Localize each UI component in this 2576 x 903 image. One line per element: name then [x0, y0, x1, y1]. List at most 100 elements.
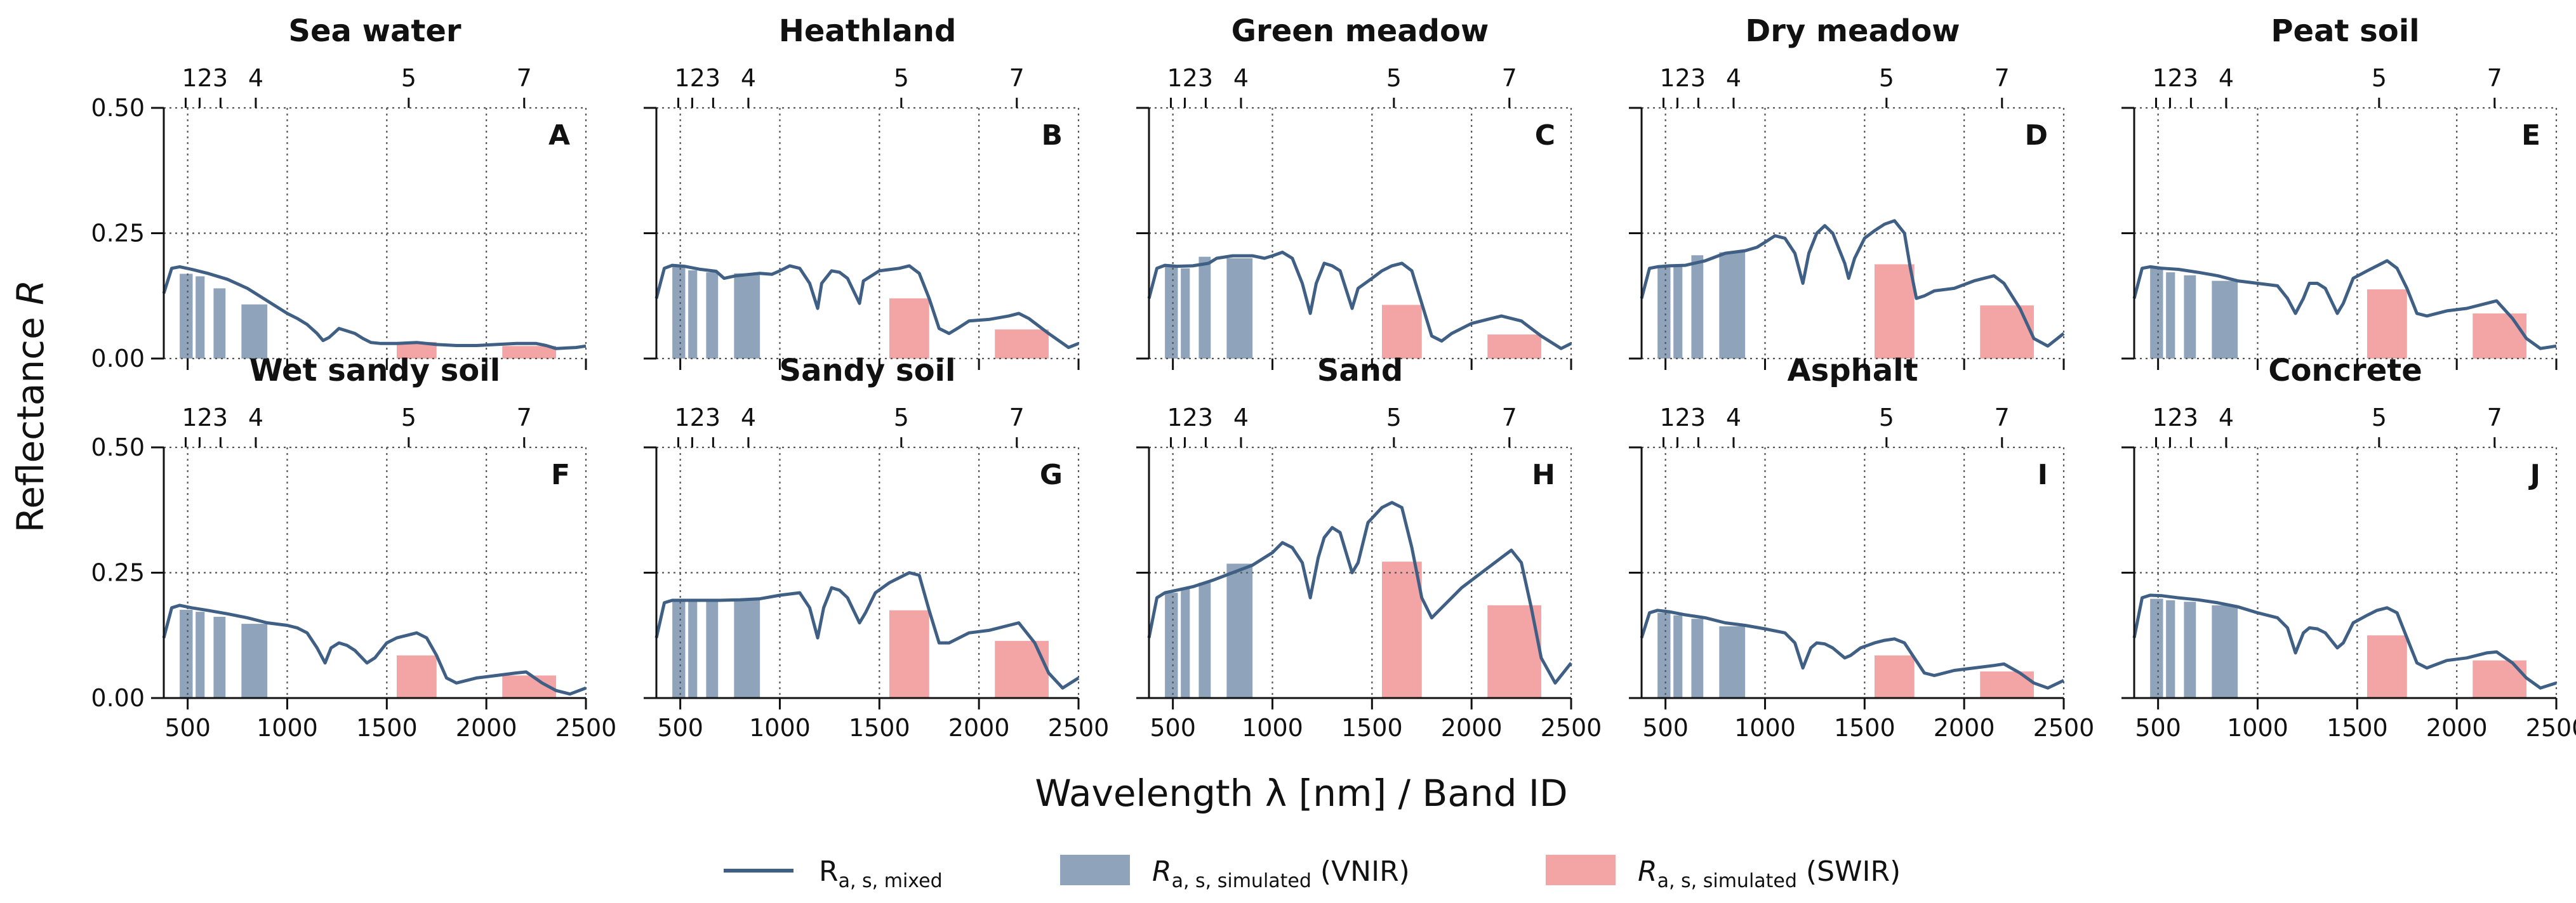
panel-title: Asphalt: [1787, 353, 1918, 388]
band-id-label: 7: [1995, 64, 2010, 92]
panel-title: Sand: [1317, 353, 1404, 388]
band-id-label: 123: [2153, 64, 2199, 92]
y-tick-label: 0.00: [91, 684, 145, 712]
swir-bar-band-5: [889, 298, 929, 359]
x-tick-label: 2500: [555, 714, 617, 742]
x-tick-label: 500: [1150, 714, 1196, 742]
legend: Ra, s, mixed Ra, s, simulated (VNIR) Ra,…: [724, 855, 1901, 892]
vnir-bar-band-1: [1165, 265, 1178, 359]
swir-bar-band-7: [1487, 334, 1541, 359]
y-tick-label: 0.25: [91, 220, 145, 247]
panel-title: Dry meadow: [1745, 13, 1960, 49]
y-axis-label: Reflectance R: [9, 280, 52, 533]
vnir-bar-band-3: [1691, 619, 1704, 698]
swir-bar-band-5: [2367, 289, 2407, 359]
band-id-label: 5: [1879, 404, 1894, 432]
panel-g: Sandy soil 500 1000 1500 2000 2500 123 4 5 7G: [644, 353, 1109, 742]
band-id-label: 5: [401, 404, 416, 432]
vnir-bar-band-2: [688, 270, 698, 359]
x-tick-label: 2000: [1934, 714, 1995, 742]
swir-bar-band-5: [889, 610, 929, 698]
x-axis-label: Wavelength λ [nm] / Band ID: [1035, 772, 1567, 815]
spectrum-line: [654, 263, 1079, 350]
band-id-label: 5: [2372, 404, 2387, 432]
x-tick-label: 1500: [849, 714, 910, 742]
band-id-label: 7: [2487, 64, 2502, 92]
band-id-label: 123: [1167, 404, 1214, 432]
vnir-bar-band-2: [2166, 600, 2175, 698]
band-id-label: 123: [182, 404, 229, 432]
vnir-bar-band-3: [706, 272, 719, 359]
x-tick-label: 500: [164, 714, 211, 742]
vnir-bar-band-3: [213, 288, 226, 359]
panel-letter: I: [2038, 459, 2048, 491]
panel-title: Heathland: [779, 13, 957, 49]
swir-bar-band-7: [995, 640, 1049, 698]
spectrum-line: [2132, 593, 2557, 690]
band-id-label: 123: [1167, 64, 1214, 92]
band-id-label: 5: [2372, 64, 2387, 92]
swir-bar-band-5: [2367, 635, 2407, 698]
panel-letter: B: [1041, 119, 1063, 152]
swir-bar-band-5: [397, 655, 437, 698]
panel-title: Green meadow: [1232, 13, 1489, 49]
panel-title: Sea water: [288, 13, 461, 49]
band-id-label: 7: [1502, 404, 1517, 432]
vnir-bar-band-2: [196, 612, 205, 698]
band-id-label: 7: [1009, 404, 1025, 432]
vnir-bar-band-3: [1198, 256, 1211, 359]
band-id-label: 5: [401, 64, 416, 92]
swir-bar-band-7: [1980, 305, 2034, 359]
band-id-label: 4: [741, 404, 756, 432]
panel-title: Sandy soil: [780, 353, 956, 388]
x-tick-label: 2500: [1048, 714, 1110, 742]
spectrum-line: [162, 603, 587, 696]
vnir-bar-band-2: [196, 276, 205, 359]
x-tick-label: 2500: [2526, 714, 2576, 742]
band-id-label: 4: [248, 404, 263, 432]
y-tick-label: 0.00: [91, 345, 145, 372]
band-id-label: 4: [741, 64, 756, 92]
vnir-bar-band-1: [1165, 593, 1178, 698]
swir-bar-band-5: [1875, 264, 1915, 359]
vnir-bar-band-4: [1719, 626, 1746, 698]
panel-letter: F: [551, 459, 570, 491]
band-id-label: 4: [2219, 404, 2234, 432]
x-tick-label: 500: [657, 714, 703, 742]
y-tick-label: 0.25: [91, 559, 145, 587]
panel-i: Asphalt 500 1000 1500 2000 2500 123 4 5 7I: [1629, 353, 2094, 742]
x-tick-label: 1000: [256, 714, 318, 742]
vnir-bar-band-1: [1657, 612, 1671, 698]
panel-title: Wet sandy soil: [249, 353, 500, 388]
band-id-label: 5: [894, 64, 909, 92]
vnir-bar-band-2: [2166, 272, 2175, 359]
x-tick-label: 1500: [2327, 714, 2388, 742]
band-id-label: 4: [1233, 64, 1249, 92]
vnir-bar-band-2: [1673, 615, 1683, 698]
spectrum-line: [1147, 251, 1572, 350]
x-tick-label: 2500: [1541, 714, 1602, 742]
band-id-label: 4: [248, 64, 263, 92]
x-tick-label: 1000: [749, 714, 811, 742]
x-tick-label: 2000: [948, 714, 1010, 742]
panel-letter: C: [1535, 119, 1555, 152]
band-id-label: 5: [1879, 64, 1894, 92]
vnir-bar-band-4: [1719, 252, 1746, 359]
y-tick-label: 0.50: [91, 433, 145, 461]
y-tick-label: 0.50: [91, 94, 145, 122]
vnir-bar-band-2: [1181, 588, 1190, 698]
vnir-bar-band-4: [2212, 605, 2238, 698]
x-tick-label: 500: [2135, 714, 2181, 742]
spectrum-line: [2132, 259, 2557, 350]
legend-swir-swatch: [1546, 855, 1616, 885]
spectrum-line: [1640, 219, 2065, 348]
spectrum-line: [1640, 609, 2065, 690]
swir-bar-band-5: [1382, 562, 1422, 698]
x-tick-label: 2500: [2033, 714, 2095, 742]
band-id-label: 5: [894, 404, 909, 432]
swir-bar-band-5: [1875, 655, 1915, 698]
band-id-label: 7: [2487, 404, 2502, 432]
